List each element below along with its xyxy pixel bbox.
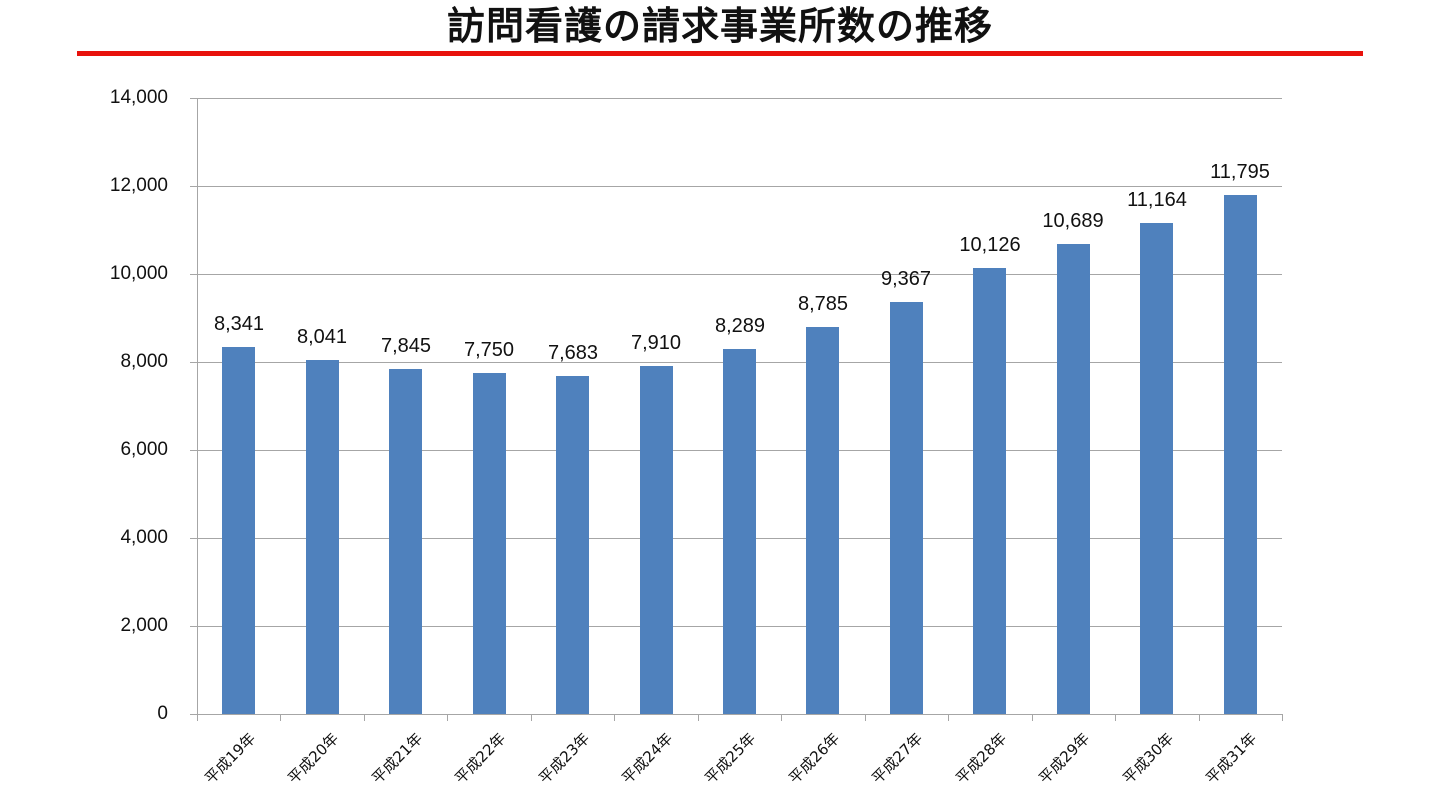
x-category-label: 平成29年 (1035, 729, 1094, 788)
x-category-label: 平成20年 (284, 729, 343, 788)
x-tick-mark (197, 714, 198, 721)
y-tick-label: 12,000 (109, 175, 168, 196)
data-label: 10,689 (1042, 210, 1104, 232)
x-tick-mark (1115, 714, 1116, 721)
x-category-label: 平成28年 (952, 729, 1011, 788)
gridline (197, 98, 1282, 99)
data-label: 9,367 (880, 268, 932, 290)
chart-title: 訪問看護の請求事業所数の推移 (446, 4, 993, 48)
data-label: 11,795 (1210, 161, 1270, 183)
bar (1057, 244, 1090, 714)
bar (306, 360, 339, 714)
bar (640, 366, 673, 714)
gridline (197, 186, 1282, 187)
gridline (197, 274, 1282, 275)
y-axis (197, 98, 198, 721)
y-tick-mark (190, 714, 197, 715)
x-tick-mark (1199, 714, 1200, 721)
data-label: 11,164 (1127, 189, 1187, 211)
bar (1140, 223, 1173, 714)
x-tick-mark (614, 714, 615, 721)
x-category-label: 平成21年 (368, 729, 427, 788)
x-category-label: 平成19年 (201, 729, 260, 788)
x-tick-mark (698, 714, 699, 721)
data-label: 10,126 (959, 234, 1021, 256)
bar (222, 347, 255, 714)
y-tick-label: 2,000 (120, 615, 168, 636)
x-category-label: 平成30年 (1119, 729, 1178, 788)
data-label: 8,341 (213, 313, 265, 335)
y-tick-mark (190, 186, 197, 187)
x-axis (190, 714, 1283, 715)
y-tick-label: 14,000 (109, 87, 168, 108)
data-label: 7,750 (463, 339, 515, 361)
data-label: 8,785 (797, 293, 849, 315)
data-label: 8,041 (296, 326, 348, 348)
x-tick-mark (280, 714, 281, 721)
y-tick-label: 8,000 (120, 351, 168, 372)
y-tick-label: 4,000 (120, 527, 168, 548)
x-tick-mark (865, 714, 866, 721)
y-tick-label: 6,000 (120, 439, 168, 460)
bar (389, 369, 422, 714)
x-category-label: 平成27年 (868, 729, 927, 788)
x-category-label: 平成23年 (535, 729, 594, 788)
title-underline (77, 51, 1363, 56)
bar (723, 349, 756, 714)
y-tick-mark (190, 450, 197, 451)
data-label: 7,683 (547, 342, 599, 364)
y-tick-mark (190, 538, 197, 539)
bar (973, 268, 1006, 714)
x-category-label: 平成31年 (1202, 729, 1261, 788)
x-category-label: 平成22年 (451, 729, 510, 788)
bar (556, 376, 589, 714)
y-tick-mark (190, 98, 197, 99)
bar (1224, 195, 1257, 714)
x-tick-mark (447, 714, 448, 721)
x-tick-mark (781, 714, 782, 721)
y-tick-label: 10,000 (109, 263, 168, 284)
bar (890, 302, 923, 714)
y-tick-label: 0 (157, 703, 168, 724)
data-label: 7,845 (380, 335, 432, 357)
x-tick-mark (948, 714, 949, 721)
bar (806, 327, 839, 714)
x-tick-mark (364, 714, 365, 721)
x-tick-mark (531, 714, 532, 721)
x-category-label: 平成26年 (785, 729, 844, 788)
data-label: 8,289 (714, 315, 766, 337)
y-tick-mark (190, 626, 197, 627)
y-tick-mark (190, 362, 197, 363)
y-tick-mark (190, 274, 197, 275)
x-tick-mark (1282, 714, 1283, 721)
data-label: 7,910 (630, 332, 682, 354)
bar (473, 373, 506, 714)
x-tick-mark (1032, 714, 1033, 721)
x-category-label: 平成25年 (701, 729, 760, 788)
x-category-label: 平成24年 (618, 729, 677, 788)
